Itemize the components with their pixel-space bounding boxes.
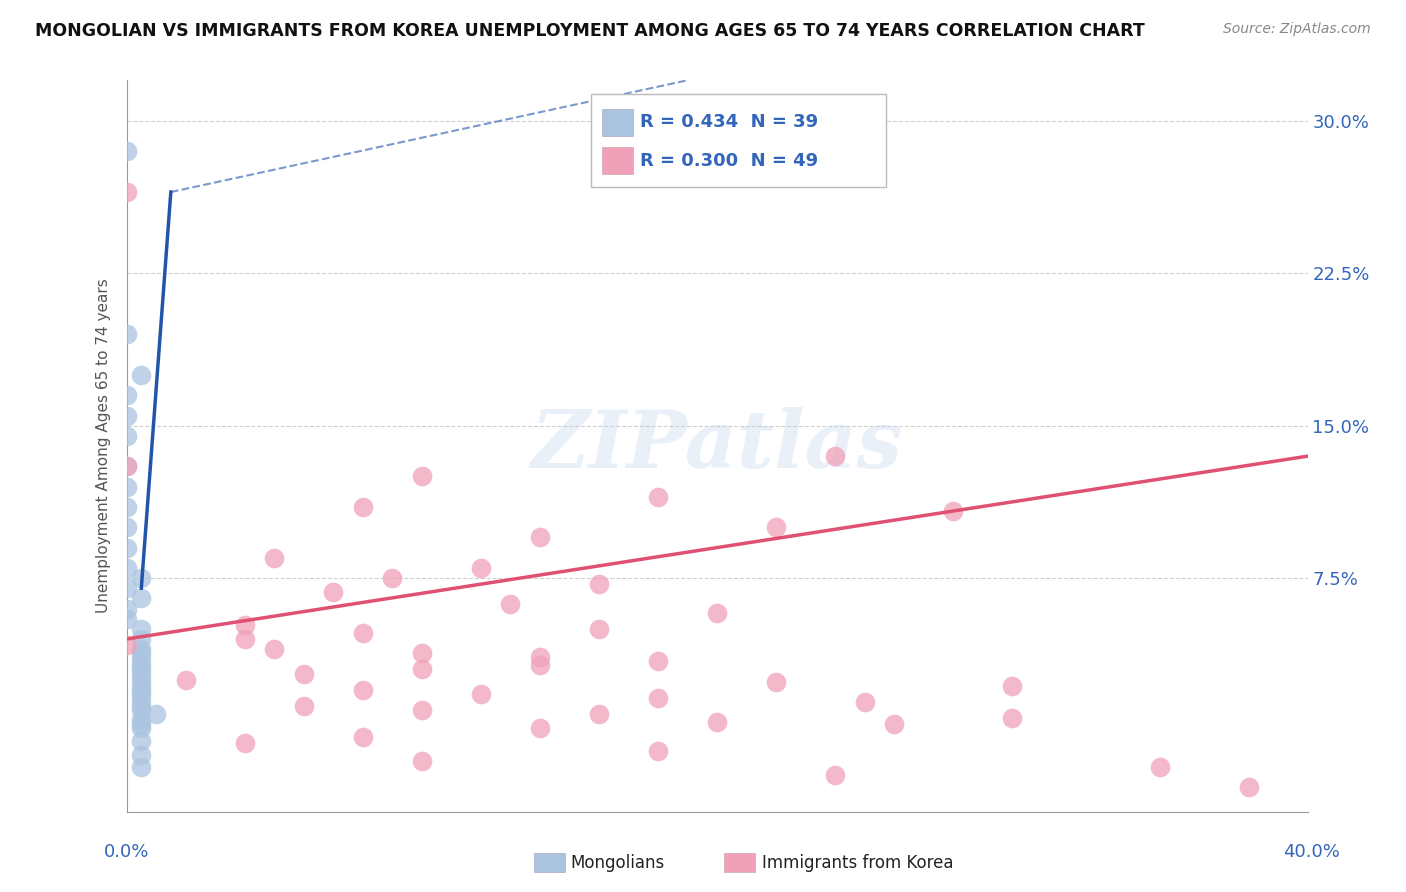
Point — [824, 449, 846, 463]
Point — [352, 730, 374, 744]
Text: Immigrants from Korea: Immigrants from Korea — [762, 854, 953, 871]
Point — [129, 693, 153, 707]
Point — [115, 520, 138, 534]
Point — [263, 550, 285, 565]
Point — [352, 626, 374, 640]
Point — [292, 666, 315, 681]
Point — [115, 185, 138, 199]
Point — [470, 687, 492, 701]
Point — [115, 541, 138, 555]
Point — [322, 585, 344, 599]
Point — [233, 632, 256, 646]
Point — [883, 717, 905, 731]
Point — [942, 504, 965, 518]
Point — [129, 632, 153, 646]
Point — [470, 561, 492, 575]
Point — [115, 429, 138, 443]
Point — [115, 459, 138, 474]
Text: ZIPatlas: ZIPatlas — [531, 408, 903, 484]
Point — [1001, 711, 1024, 725]
Text: MONGOLIAN VS IMMIGRANTS FROM KOREA UNEMPLOYMENT AMONG AGES 65 TO 74 YEARS CORREL: MONGOLIAN VS IMMIGRANTS FROM KOREA UNEMP… — [35, 22, 1144, 40]
Point — [1237, 780, 1260, 795]
Point — [233, 617, 256, 632]
Point — [129, 679, 153, 693]
Point — [129, 368, 153, 382]
Point — [706, 715, 728, 730]
Point — [115, 388, 138, 402]
Point — [129, 666, 153, 681]
Point — [529, 658, 551, 673]
Point — [529, 650, 551, 665]
Point — [129, 760, 153, 774]
Point — [129, 622, 153, 636]
Point — [129, 658, 153, 673]
Point — [853, 695, 876, 709]
Point — [411, 469, 433, 483]
Point — [411, 646, 433, 660]
Point — [647, 690, 669, 705]
Point — [647, 744, 669, 758]
Point — [115, 409, 138, 423]
Point — [129, 682, 153, 697]
Point — [647, 490, 669, 504]
Point — [411, 754, 433, 768]
Point — [115, 601, 138, 615]
Point — [129, 722, 153, 736]
Point — [129, 642, 153, 657]
Point — [115, 500, 138, 514]
Point — [129, 699, 153, 714]
Point — [129, 571, 153, 585]
Point — [129, 663, 153, 677]
Point — [529, 722, 551, 736]
Point — [115, 459, 138, 474]
Point — [145, 707, 167, 722]
Point — [174, 673, 197, 687]
Point — [411, 703, 433, 717]
Point — [765, 520, 787, 534]
Point — [129, 673, 153, 687]
Point — [115, 612, 138, 626]
Point — [529, 530, 551, 544]
Text: Mongolians: Mongolians — [571, 854, 665, 871]
Point — [129, 714, 153, 728]
Point — [115, 480, 138, 494]
Point — [129, 747, 153, 762]
Point — [129, 591, 153, 606]
Point — [765, 674, 787, 689]
Point — [381, 571, 404, 585]
Point — [129, 717, 153, 731]
Y-axis label: Unemployment Among Ages 65 to 74 years: Unemployment Among Ages 65 to 74 years — [96, 278, 111, 614]
Point — [115, 638, 138, 652]
Text: 40.0%: 40.0% — [1284, 843, 1340, 861]
Point — [129, 703, 153, 717]
Point — [115, 145, 138, 159]
Point — [352, 500, 374, 514]
Point — [115, 581, 138, 595]
Point — [129, 687, 153, 701]
Text: 0.0%: 0.0% — [104, 843, 149, 861]
Point — [411, 663, 433, 677]
Text: R = 0.434  N = 39: R = 0.434 N = 39 — [640, 113, 818, 131]
Point — [499, 598, 522, 612]
Point — [647, 654, 669, 668]
Point — [129, 652, 153, 666]
Point — [1001, 679, 1024, 693]
Point — [1149, 760, 1171, 774]
Point — [706, 606, 728, 620]
Point — [292, 699, 315, 714]
Point — [129, 733, 153, 747]
Point — [263, 642, 285, 657]
Point — [588, 577, 610, 591]
Point — [115, 327, 138, 342]
Point — [588, 707, 610, 722]
Point — [352, 682, 374, 697]
Point — [115, 561, 138, 575]
Text: R = 0.300  N = 49: R = 0.300 N = 49 — [640, 152, 818, 169]
Point — [129, 646, 153, 660]
Point — [588, 622, 610, 636]
Point — [233, 736, 256, 750]
Point — [824, 768, 846, 782]
Text: Source: ZipAtlas.com: Source: ZipAtlas.com — [1223, 22, 1371, 37]
